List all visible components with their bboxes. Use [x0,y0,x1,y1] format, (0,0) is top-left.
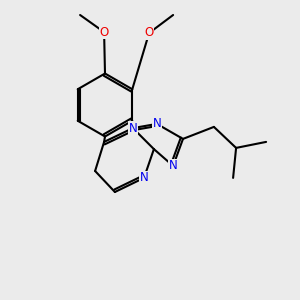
Text: O: O [145,26,154,40]
Text: N: N [169,159,178,172]
Text: N: N [152,117,161,130]
Text: N: N [140,171,148,184]
Text: O: O [100,26,109,39]
Text: N: N [128,122,137,135]
